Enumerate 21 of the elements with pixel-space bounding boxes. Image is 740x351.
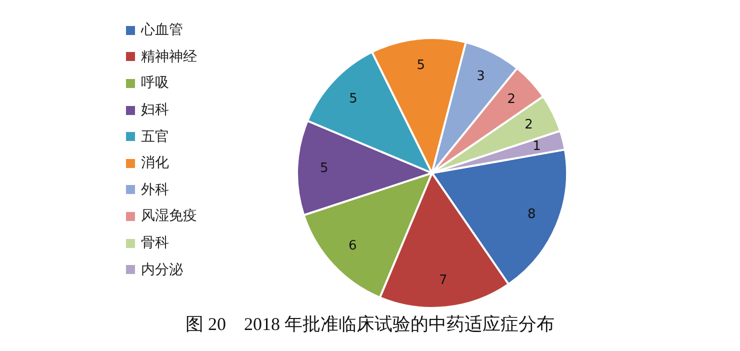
data-label: 2: [507, 92, 516, 108]
data-label: 2: [524, 117, 533, 132]
legend-label: 呼吸: [141, 74, 169, 92]
text: 图 20 2018 年批准临床试验的中药适应症分布: [184, 313, 556, 336]
legend-label: 消化: [141, 154, 169, 172]
data-label: 7: [438, 272, 448, 288]
data-label: 3: [476, 68, 485, 84]
data-label: 6: [348, 238, 357, 254]
legend-label: 内分泌: [141, 260, 183, 279]
legend-label: 外科: [141, 180, 169, 199]
legend-label: 骨科: [141, 234, 169, 252]
data-label: 5: [416, 58, 426, 73]
data-label: 5: [320, 161, 328, 176]
legend-label: 风湿免疫: [141, 207, 197, 226]
legend-label: 五官: [141, 128, 169, 146]
data-label: 5: [349, 91, 358, 106]
legend-label: 精神神经: [141, 48, 197, 66]
legend-label: 妇科: [141, 101, 169, 120]
data-label: 8: [527, 207, 536, 222]
data-label: 1: [532, 139, 541, 154]
legend-label: 心血管: [141, 21, 183, 40]
